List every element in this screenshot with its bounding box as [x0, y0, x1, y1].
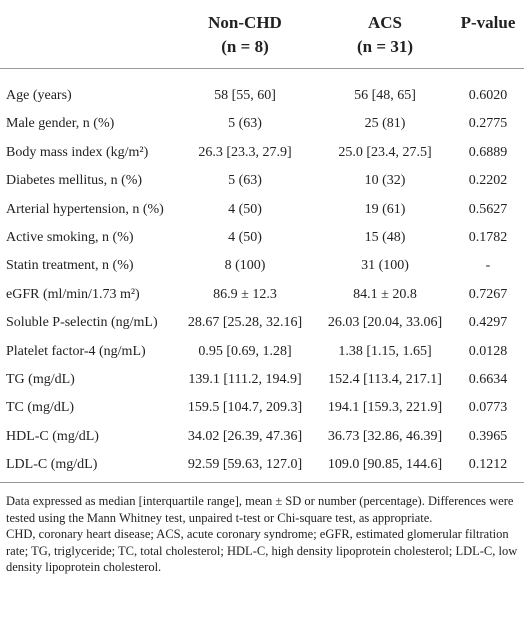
- row-label: Platelet factor-4 (ng/mL): [6, 343, 146, 359]
- cell-value: 36.73 [32.86, 46.39]: [327, 428, 443, 444]
- cell-value: 139.1 [111.2, 194.9]: [188, 372, 302, 387]
- cell-value: 5 (63): [228, 173, 262, 189]
- cell-value: 0.0128: [468, 343, 508, 359]
- cell-value: 0.6020: [468, 88, 508, 103]
- row-label: TG (mg/dL): [6, 372, 75, 387]
- row-label: HDL-C (mg/dL): [6, 428, 99, 444]
- cell-value: 10 (32): [364, 173, 406, 189]
- footnote: CHD, coronary heart disease; ACS, acute …: [6, 527, 518, 574]
- cell-value: 0.1212: [468, 457, 508, 473]
- cell-value: 4 (50): [228, 230, 262, 245]
- cell-value: 56 [48, 65]: [354, 88, 416, 103]
- column-header: (n = 31): [357, 37, 413, 56]
- cell-value: 194.1 [159.3, 221.9]: [327, 400, 443, 416]
- cell-value: 1.38 [1.15, 1.65]: [338, 343, 432, 359]
- cell-value: 92.59 [59.63, 127.0]: [187, 457, 303, 473]
- column-header: Non-CHD: [208, 13, 282, 32]
- cell-value: 15 (48): [364, 230, 406, 245]
- row-label: Male gender, n (%): [6, 116, 115, 132]
- column-header: ACS: [367, 13, 402, 32]
- bottom-rule: [0, 482, 524, 483]
- row-label: TC (mg/dL): [6, 400, 75, 416]
- cell-value: 109.0 [90.85, 144.6]: [327, 457, 443, 473]
- footnote: Data expressed as median [interquartile …: [6, 494, 514, 525]
- cell-value: 0.2202: [468, 173, 508, 189]
- row-label: Diabetes mellitus, n (%): [6, 173, 143, 189]
- cell-value: 86.9 ± 12.3: [213, 286, 277, 302]
- cell-value: 159.5 [104.7, 209.3]: [187, 400, 303, 416]
- column-header: P-value: [460, 13, 516, 32]
- cell-value: 152.4 [113.4, 217.1]: [328, 372, 442, 387]
- cell-value: 0.4297: [468, 315, 508, 331]
- cell-value: 0.1782: [468, 230, 508, 245]
- cell-value: 0.7267: [468, 286, 508, 302]
- cell-value: 19 (61): [364, 201, 406, 217]
- cell-value: 58 [55, 60]: [214, 88, 276, 103]
- cell-value: 0.95 [0.69, 1.28]: [198, 343, 292, 359]
- cell-value: -: [485, 258, 491, 274]
- cell-value: 25.0 [23.4, 27.5]: [338, 144, 432, 160]
- row-label: eGFR (ml/min/1.73 m²): [6, 286, 140, 302]
- cell-value: 0.0773: [468, 400, 508, 416]
- row-label: Age (years): [6, 88, 72, 103]
- cell-value: 8 (100): [224, 258, 266, 274]
- row-label: Soluble P-selectin (ng/mL): [6, 315, 158, 331]
- cell-value: 0.3965: [468, 428, 508, 444]
- cell-value: 4 (50): [228, 201, 262, 217]
- row-label: Statin treatment, n (%): [6, 258, 134, 274]
- row-label: Body mass index (kg/m²): [6, 144, 149, 160]
- cell-value: 0.6889: [468, 144, 508, 160]
- cell-value: 26.03 [20.04, 33.06]: [327, 315, 443, 331]
- cell-value: 26.3 [23.3, 27.9]: [198, 144, 292, 160]
- cell-value: 25 (81): [364, 116, 406, 132]
- cell-value: 0.5627: [468, 201, 508, 217]
- row-label: Arterial hypertension, n (%): [6, 201, 164, 217]
- column-header: (n = 8): [221, 37, 269, 56]
- cell-value: 5 (63): [228, 116, 262, 132]
- cell-value: 28.67 [25.28, 32.16]: [187, 315, 303, 331]
- cell-value: 31 (100): [361, 258, 409, 274]
- header-rule: [0, 68, 524, 69]
- row-label: Active smoking, n (%): [6, 230, 134, 245]
- row-label: LDL-C (mg/dL): [6, 457, 98, 473]
- cell-value: 0.6634: [468, 372, 508, 387]
- cell-value: 84.1 ± 20.8: [353, 286, 417, 302]
- cell-value: 34.02 [26.39, 47.36]: [187, 428, 303, 444]
- cell-value: 0.2775: [468, 116, 508, 132]
